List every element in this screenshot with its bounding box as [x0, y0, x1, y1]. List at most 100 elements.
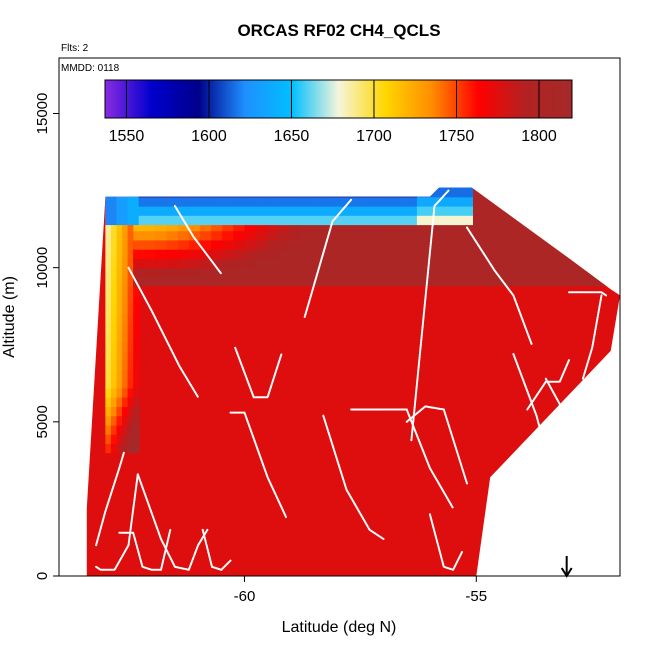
flight-track-segment — [173, 205, 223, 275]
field-cell — [144, 230, 156, 241]
field-cell — [461, 215, 473, 226]
field-cell — [289, 221, 301, 232]
field-cell — [105, 215, 117, 226]
field-cell — [283, 206, 295, 216]
field-cell — [172, 215, 184, 226]
field-cell — [244, 221, 257, 232]
field-cell — [339, 196, 351, 207]
field-cell — [133, 387, 140, 398]
field-cell — [199, 258, 212, 269]
field-cell — [316, 215, 329, 226]
field-cell — [211, 249, 223, 259]
field-cell — [110, 378, 118, 389]
field-cell — [105, 187, 117, 198]
flight-track-segment — [322, 414, 385, 540]
field-cell — [110, 267, 118, 278]
field-cell — [272, 206, 284, 216]
field-cell — [149, 206, 162, 216]
field-cell — [127, 397, 135, 407]
field-cell — [110, 434, 118, 444]
field-cell — [194, 187, 206, 198]
field-cell — [172, 196, 184, 207]
field-cell — [227, 187, 240, 198]
field-cell — [127, 206, 140, 216]
field-cell — [289, 239, 301, 250]
field-cell — [133, 350, 140, 361]
field-cell — [116, 406, 123, 417]
flight-track-segment — [350, 408, 455, 510]
field-cell — [105, 350, 112, 361]
field-cell — [161, 206, 173, 216]
field-cell — [122, 267, 129, 278]
field-cell — [350, 215, 362, 226]
field-cell — [255, 230, 268, 241]
field-cell — [110, 415, 118, 426]
field-cell — [300, 230, 312, 241]
field-cell — [149, 187, 162, 198]
field-cell — [205, 187, 218, 198]
field-cell — [144, 267, 156, 278]
field-cell — [127, 295, 135, 306]
field-cell — [450, 215, 462, 226]
field-cell — [161, 196, 173, 207]
field-cell — [133, 415, 140, 426]
field-cell — [222, 221, 234, 232]
flight-track-segment — [95, 451, 125, 547]
field-cell — [127, 350, 135, 361]
field-cell — [127, 286, 135, 296]
field-cell — [244, 230, 257, 241]
field-cell — [211, 221, 223, 232]
field-cell — [105, 387, 112, 398]
field-cell — [238, 187, 251, 198]
colorbar-tick-label: 1650 — [274, 128, 310, 145]
field-cell — [188, 249, 201, 259]
field-cell — [188, 230, 201, 241]
field-cell — [144, 258, 156, 269]
field-cell — [110, 286, 118, 296]
field-cell — [327, 206, 340, 216]
field-cell — [211, 267, 223, 278]
x-axis: -60 -55 — [234, 576, 487, 605]
field-cell — [127, 249, 135, 259]
field-cell — [122, 221, 129, 232]
field-cell — [183, 187, 195, 198]
field-cell — [339, 187, 351, 198]
field-cell — [116, 341, 123, 352]
field-cell — [110, 304, 118, 315]
field-cell — [144, 249, 156, 259]
field-cell — [361, 206, 373, 216]
field-cell — [227, 206, 240, 216]
field-cell — [144, 221, 156, 232]
latitude-marker-arrow — [560, 556, 573, 578]
field-cell — [428, 196, 440, 207]
field-cell — [166, 239, 179, 250]
field-cell — [105, 434, 112, 444]
field-cell — [110, 424, 118, 435]
flight-track-segment — [127, 266, 200, 399]
field-cell — [116, 360, 123, 370]
field-cell — [283, 196, 295, 207]
field-cell — [144, 239, 156, 250]
flight-track-segment — [428, 513, 464, 572]
field-cell — [127, 378, 135, 389]
field-cell — [211, 258, 223, 269]
field-cell — [122, 249, 129, 259]
field-cell — [116, 249, 123, 259]
field-cell — [216, 187, 229, 198]
field-cell — [133, 443, 140, 454]
field-cell — [222, 230, 234, 241]
field-cell — [339, 206, 351, 216]
flight-track-segment — [512, 353, 557, 476]
field-cell — [116, 350, 123, 361]
field-cell — [133, 258, 145, 269]
field-cell — [166, 258, 179, 269]
field-cell — [255, 239, 268, 250]
field-cell — [277, 221, 290, 232]
y-tick-label: 5000 — [34, 405, 51, 438]
field-cell — [183, 196, 195, 207]
field-cell — [133, 221, 145, 232]
field-cell — [361, 196, 373, 207]
field-cell — [383, 187, 396, 198]
field-cell — [127, 215, 140, 226]
field-cell — [105, 397, 112, 407]
